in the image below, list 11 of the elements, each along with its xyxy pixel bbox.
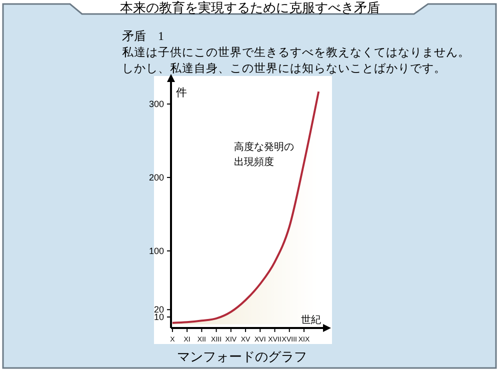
- chart-subtitle: 矛盾 1: [122, 29, 164, 43]
- x-axis-title: 世紀: [301, 314, 321, 326]
- y-axis-title: 件: [176, 87, 187, 99]
- text: 私達は子供にこの世界で生きるすべを教えなくてはなりません。: [122, 46, 470, 59]
- text: しかし、私達自身、この世界には知らないことばかりです。: [122, 62, 446, 75]
- chart-title: 本来の教育を実現するために克服すべき矛盾: [120, 0, 380, 15]
- y-tick-label: 200: [148, 172, 164, 182]
- text: マンフォードのグラフ: [177, 349, 307, 364]
- y-tick-label: 300: [148, 98, 164, 109]
- annotation: 高度な発明の出現頻度: [234, 141, 294, 168]
- y-tick-label: 100: [148, 246, 164, 256]
